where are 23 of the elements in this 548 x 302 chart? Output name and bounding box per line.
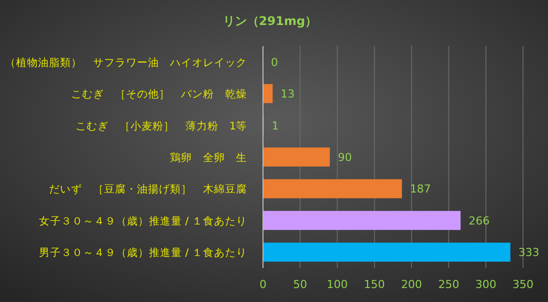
y-tick-label: だいず ［豆腐・油揚げ類］ 木綿豆腐 xyxy=(49,182,247,196)
y-tick-label: 女子３０～４９（歳）推進量 / １食あたり xyxy=(38,214,247,228)
y-tick-label: こむぎ ［小麦粉］ 薄力粉 1等 xyxy=(75,119,247,132)
x-tick-label: 300 xyxy=(475,278,496,291)
data-label: 1 xyxy=(272,119,279,132)
data-label: 13 xyxy=(280,88,295,101)
x-tick-label: 50 xyxy=(293,278,308,291)
y-tick-label: こむぎ ［その他］ パン粉 乾燥 xyxy=(71,88,247,101)
x-tick-label: 100 xyxy=(326,278,348,291)
data-label: 333 xyxy=(518,246,540,260)
y-tick-label: 鶏卵 全卵 生 xyxy=(170,151,247,164)
data-label: 266 xyxy=(468,214,490,228)
x-tick-label: 200 xyxy=(401,278,422,291)
x-tick-label: 0 xyxy=(260,278,266,291)
y-tick-label: （植物油脂類） サフラワー油 ハイオレイック xyxy=(5,56,247,69)
x-tick-label: 250 xyxy=(438,278,460,291)
x-tick-label: 150 xyxy=(364,278,385,291)
data-label: 187 xyxy=(410,182,431,196)
data-label: 0 xyxy=(271,56,278,69)
chart-title: リン（291mg） xyxy=(222,14,318,28)
x-tick-label: 350 xyxy=(512,278,534,291)
data-label: 90 xyxy=(338,151,352,164)
y-tick-label: 男子３０～４９（歳）推進量 / １食あたり xyxy=(38,246,247,260)
